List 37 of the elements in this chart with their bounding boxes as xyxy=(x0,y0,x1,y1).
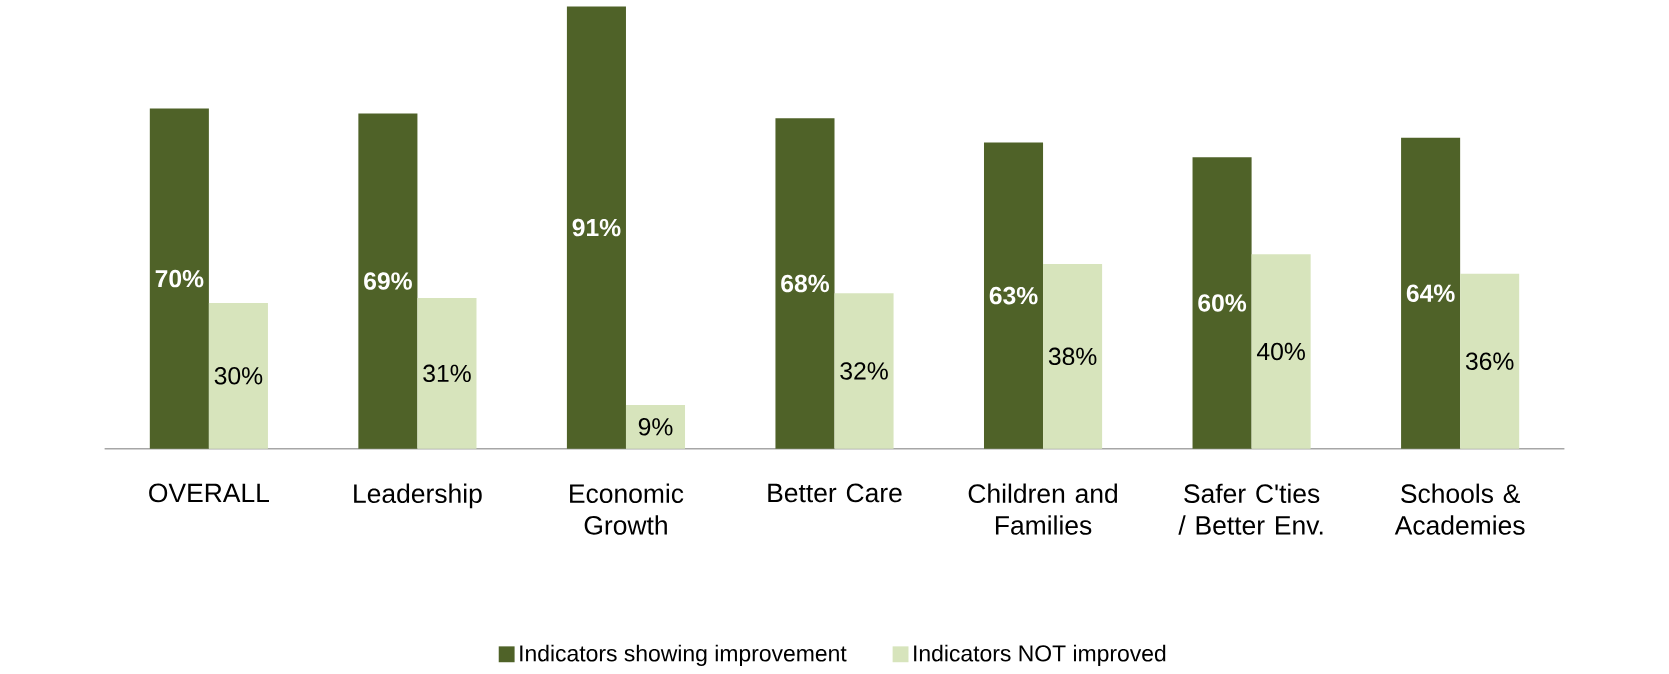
data-label: 63% xyxy=(989,286,1038,305)
data-label: 69% xyxy=(364,272,412,290)
bar xyxy=(1251,254,1311,449)
bar xyxy=(775,118,835,449)
data-label: 40% xyxy=(1256,342,1305,361)
bar xyxy=(566,6,626,449)
bar xyxy=(1401,137,1461,449)
data-label: 91% xyxy=(572,218,621,237)
x-tick-label: OVERALL xyxy=(149,483,269,503)
data-label: 38% xyxy=(1048,347,1097,365)
data-label: 31% xyxy=(423,364,471,382)
bar xyxy=(1192,156,1252,449)
x-tick-label: Leadership xyxy=(354,483,482,509)
x-tick-label: Economic Growth xyxy=(570,483,684,535)
bar xyxy=(983,142,1044,449)
bar xyxy=(149,108,209,449)
bar xyxy=(358,113,418,449)
bar xyxy=(208,302,268,449)
data-label: 64% xyxy=(1406,284,1455,302)
bar xyxy=(1043,263,1103,449)
data-label: 60% xyxy=(1198,293,1247,312)
legend-label: Indicators NOT improved xyxy=(914,644,1166,666)
data-label: 32% xyxy=(840,362,888,380)
bar xyxy=(625,404,686,449)
x-tick-label: Safer C'ties / Better Env. xyxy=(1178,483,1323,535)
bar xyxy=(834,293,894,449)
data-label: 36% xyxy=(1465,352,1514,370)
x-tick-label: Better Care xyxy=(768,483,902,503)
legend-label: Indicators showing improvement xyxy=(520,644,847,666)
data-label: 70% xyxy=(155,269,204,288)
bar xyxy=(1460,273,1520,449)
data-label: 9% xyxy=(638,417,673,436)
x-tick-label: Children and Families xyxy=(968,483,1118,535)
bar xyxy=(417,297,477,449)
x-tick-label: Schools & Academies xyxy=(1394,483,1525,535)
data-label: 68% xyxy=(781,274,830,293)
data-label: 30% xyxy=(214,366,263,385)
